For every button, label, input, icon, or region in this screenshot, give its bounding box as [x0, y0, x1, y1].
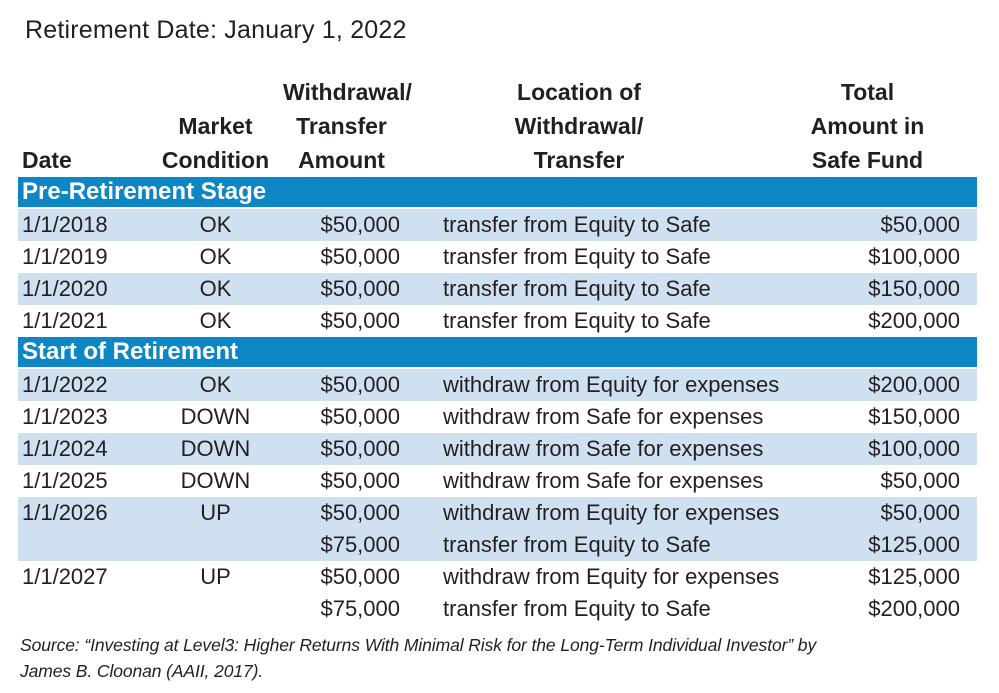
- header-line: Safe Fund: [811, 147, 924, 173]
- cell-amount: $50,000: [320, 308, 400, 333]
- table-row: 1/1/2024 DOWN $50,000 withdraw from Safe…: [18, 433, 977, 465]
- cell-amount: $50,000: [320, 468, 400, 493]
- cell-location: withdraw from Equity for expenses: [443, 500, 780, 525]
- cell-location: withdraw from Safe for expenses: [443, 404, 764, 429]
- cell-date-empty: [18, 593, 148, 625]
- retirement-schedule-table: Date Market Condition Withdrawal/ Transf…: [18, 75, 977, 625]
- table-row: 1/1/2026 UP $50,000 withdraw from Equity…: [18, 497, 977, 529]
- cell-date: 1/1/2018: [22, 212, 108, 237]
- cell-total: $125,000: [868, 532, 960, 557]
- cell-date: 1/1/2022: [22, 372, 108, 397]
- cell-amount: $50,000: [320, 372, 400, 397]
- cell-amount: $50,000: [320, 404, 400, 429]
- header-line: Total: [840, 79, 895, 105]
- column-header-location: Location of Withdrawal/ Transfer: [400, 75, 758, 177]
- cell-date: 1/1/2023: [22, 404, 108, 429]
- column-header-withdrawal-transfer-amount: Withdrawal/ Transfer Amount: [283, 75, 412, 177]
- cell-market-condition: UP: [200, 564, 231, 589]
- header-line: Withdrawal/: [283, 79, 412, 105]
- cell-amount: $50,000: [320, 436, 400, 461]
- table-row: 1/1/2023 DOWN $50,000 withdraw from Safe…: [18, 401, 977, 433]
- cell-amount: $50,000: [320, 244, 400, 269]
- table-row: 1/1/2021 OK $50,000 transfer from Equity…: [18, 305, 977, 337]
- table-row-continuation: $75,000 transfer from Equity to Safe $20…: [18, 593, 977, 625]
- cell-market-condition: DOWN: [180, 436, 251, 461]
- cell-total: $200,000: [868, 308, 960, 333]
- table-row: 1/1/2022 OK $50,000 withdraw from Equity…: [18, 369, 977, 401]
- page-title: Retirement Date: January 1, 2022: [25, 16, 407, 44]
- cell-market-condition-empty: [148, 593, 283, 625]
- cell-location: transfer from Equity to Safe: [443, 244, 711, 269]
- cell-location: transfer from Equity to Safe: [443, 308, 711, 333]
- cell-date: 1/1/2025: [22, 468, 108, 493]
- section-header-pre-retirement: Pre-Retirement Stage: [18, 177, 977, 209]
- cell-market-condition: OK: [199, 212, 232, 237]
- cell-location: transfer from Equity to Safe: [443, 532, 711, 557]
- cell-total: $100,000: [868, 436, 960, 461]
- table-row: 1/1/2018 OK $50,000 transfer from Equity…: [18, 209, 977, 241]
- cell-amount: $75,000: [320, 596, 400, 621]
- cell-location: withdraw from Equity for expenses: [443, 564, 780, 589]
- source-line-1: Source: “Investing at Level3: Higher Ret…: [20, 635, 817, 655]
- cell-market-condition: UP: [200, 500, 231, 525]
- header-line: Transfer: [533, 147, 625, 173]
- table-header-row: Date Market Condition Withdrawal/ Transf…: [18, 75, 977, 177]
- cell-market-condition-empty: [148, 529, 283, 561]
- cell-location: transfer from Equity to Safe: [443, 212, 711, 237]
- cell-amount: $50,000: [320, 500, 400, 525]
- cell-market-condition: DOWN: [180, 404, 251, 429]
- header-line: Date: [22, 147, 72, 173]
- table-row: 1/1/2027 UP $50,000 withdraw from Equity…: [18, 561, 977, 593]
- header-line: Location of: [517, 79, 641, 105]
- cell-market-condition: OK: [199, 244, 232, 269]
- column-header-market-condition: Market Condition: [148, 109, 283, 177]
- cell-date: 1/1/2024: [22, 436, 108, 461]
- table-row: 1/1/2025 DOWN $50,000 withdraw from Safe…: [18, 465, 977, 497]
- cell-market-condition: OK: [199, 372, 232, 397]
- cell-location: withdraw from Safe for expenses: [443, 436, 764, 461]
- cell-total: $50,000: [880, 212, 960, 237]
- cell-total: $50,000: [880, 468, 960, 493]
- cell-amount: $75,000: [320, 532, 400, 557]
- cell-total: $150,000: [868, 404, 960, 429]
- cell-date: 1/1/2026: [22, 500, 108, 525]
- cell-amount: $50,000: [320, 276, 400, 301]
- cell-total: $50,000: [880, 500, 960, 525]
- cell-total: $200,000: [868, 372, 960, 397]
- cell-market-condition: OK: [199, 308, 232, 333]
- table-row: 1/1/2020 OK $50,000 transfer from Equity…: [18, 273, 977, 305]
- cell-date-empty: [18, 529, 148, 561]
- header-line: Market: [178, 113, 253, 139]
- cell-amount: $50,000: [320, 564, 400, 589]
- table-row: 1/1/2019 OK $50,000 transfer from Equity…: [18, 241, 977, 273]
- cell-date: 1/1/2021: [22, 308, 108, 333]
- cell-location: withdraw from Safe for expenses: [443, 468, 764, 493]
- cell-date: 1/1/2020: [22, 276, 108, 301]
- cell-total: $150,000: [868, 276, 960, 301]
- header-line: Amount in: [810, 113, 925, 139]
- header-line: Condition: [161, 147, 270, 173]
- cell-total: $125,000: [868, 564, 960, 589]
- cell-total: $100,000: [868, 244, 960, 269]
- source-note: Source: “Investing at Level3: Higher Ret…: [20, 632, 816, 684]
- header-line: Amount: [298, 147, 385, 173]
- cell-market-condition: DOWN: [180, 468, 251, 493]
- header-line: Withdrawal/: [514, 113, 644, 139]
- cell-total: $200,000: [868, 596, 960, 621]
- cell-location: transfer from Equity to Safe: [443, 596, 711, 621]
- section-header-start-of-retirement: Start of Retirement: [18, 337, 977, 369]
- cell-location: transfer from Equity to Safe: [443, 276, 711, 301]
- cell-amount: $50,000: [320, 212, 400, 237]
- cell-market-condition: OK: [199, 276, 232, 301]
- column-header-date: Date: [18, 143, 148, 177]
- table-row-continuation: $75,000 transfer from Equity to Safe $12…: [18, 529, 977, 561]
- cell-location: withdraw from Equity for expenses: [443, 372, 780, 397]
- cell-date: 1/1/2027: [22, 564, 108, 589]
- column-header-total-safe-fund: Total Amount in Safe Fund: [758, 75, 977, 177]
- source-line-2: James B. Cloonan (AAII, 2017).: [20, 661, 264, 681]
- header-line: Transfer: [296, 113, 387, 139]
- cell-date: 1/1/2019: [22, 244, 108, 269]
